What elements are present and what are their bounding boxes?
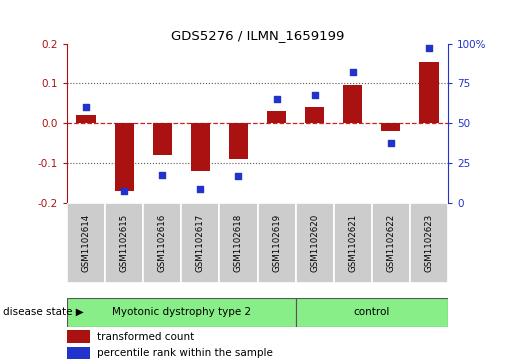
Bar	[344, 86, 363, 123]
Text: transformed count: transformed count	[97, 332, 195, 342]
Bar	[419, 61, 439, 123]
Text: GSM1102614: GSM1102614	[81, 214, 91, 272]
Bar	[296, 298, 448, 327]
Point	[120, 188, 128, 193]
Bar	[105, 203, 143, 283]
Bar	[296, 203, 334, 283]
Bar	[153, 123, 172, 155]
Text: percentile rank within the sample: percentile rank within the sample	[97, 348, 273, 358]
Text: GSM1102618: GSM1102618	[234, 214, 243, 272]
Bar	[334, 203, 372, 283]
Bar	[181, 203, 219, 283]
Text: GSM1102620: GSM1102620	[310, 214, 319, 272]
Point	[82, 105, 90, 110]
Text: control: control	[354, 307, 390, 317]
Point	[387, 140, 395, 146]
Bar	[258, 203, 296, 283]
Bar	[76, 115, 96, 123]
Text: GSM1102621: GSM1102621	[348, 214, 357, 272]
Bar	[191, 123, 210, 171]
Point	[349, 69, 357, 75]
Bar	[114, 123, 134, 191]
Text: disease state ▶: disease state ▶	[3, 307, 83, 317]
Bar	[67, 298, 296, 327]
Title: GDS5276 / ILMN_1659199: GDS5276 / ILMN_1659199	[171, 29, 344, 42]
Point	[272, 97, 281, 102]
Text: GSM1102622: GSM1102622	[386, 214, 396, 272]
Text: GSM1102616: GSM1102616	[158, 214, 167, 272]
Bar	[67, 330, 90, 343]
Bar	[143, 203, 181, 283]
Text: GSM1102615: GSM1102615	[119, 214, 129, 272]
Point	[311, 92, 319, 98]
Bar	[267, 111, 286, 123]
Bar	[229, 123, 248, 159]
Bar	[410, 203, 448, 283]
Point	[196, 186, 204, 192]
Text: Myotonic dystrophy type 2: Myotonic dystrophy type 2	[112, 307, 251, 317]
Point	[425, 45, 433, 51]
Point	[234, 173, 243, 179]
Text: GSM1102623: GSM1102623	[424, 214, 434, 272]
Point	[158, 172, 166, 178]
Bar	[67, 203, 105, 283]
Bar	[67, 347, 90, 359]
Bar	[219, 203, 258, 283]
Text: GSM1102617: GSM1102617	[196, 214, 205, 272]
Bar	[305, 107, 324, 123]
Text: GSM1102619: GSM1102619	[272, 214, 281, 272]
Bar	[382, 123, 401, 131]
Bar	[372, 203, 410, 283]
